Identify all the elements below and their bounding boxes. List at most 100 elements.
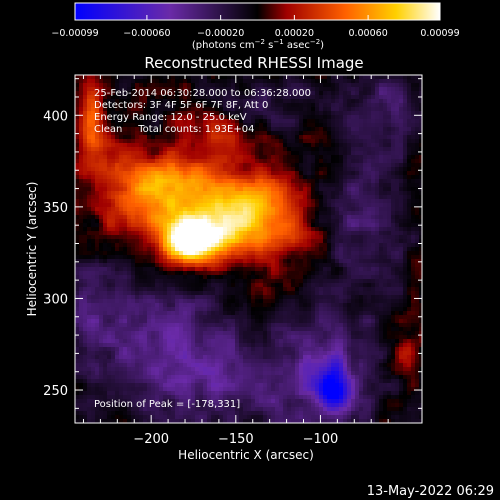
image-pixel	[267, 279, 272, 284]
image-pixel	[175, 223, 180, 228]
image-pixel	[271, 291, 276, 296]
image-pixel	[219, 139, 224, 144]
image-pixel	[143, 295, 148, 300]
image-pixel	[355, 75, 360, 80]
image-pixel	[359, 251, 364, 256]
image-pixel	[191, 219, 196, 224]
image-pixel	[131, 87, 136, 92]
image-pixel	[415, 91, 420, 96]
image-pixel	[183, 195, 188, 200]
image-pixel	[203, 243, 208, 248]
image-pixel	[99, 187, 104, 192]
image-pixel	[187, 263, 192, 268]
image-pixel	[131, 159, 136, 164]
image-pixel	[99, 103, 104, 108]
image-pixel	[267, 215, 272, 220]
image-pixel	[95, 231, 100, 236]
image-pixel	[103, 231, 108, 236]
image-pixel	[175, 195, 180, 200]
image-pixel	[259, 231, 264, 236]
image-pixel	[375, 95, 380, 100]
image-pixel	[123, 251, 128, 256]
image-pixel	[99, 91, 104, 96]
image-pixel	[175, 119, 180, 124]
image-pixel	[391, 195, 396, 200]
image-pixel	[335, 167, 340, 172]
image-pixel	[243, 95, 248, 100]
image-pixel	[311, 167, 316, 172]
image-pixel	[407, 259, 412, 264]
image-pixel	[327, 263, 332, 268]
image-pixel	[203, 191, 208, 196]
image-pixel	[119, 267, 124, 272]
image-pixel	[75, 147, 80, 152]
image-pixel	[283, 251, 288, 256]
image-pixel	[179, 75, 184, 80]
image-pixel	[315, 135, 320, 140]
image-pixel	[139, 79, 144, 84]
image-pixel	[215, 267, 220, 272]
image-pixel	[147, 119, 152, 124]
image-pixel	[283, 127, 288, 132]
image-pixel	[187, 91, 192, 96]
image-pixel	[387, 251, 392, 256]
image-pixel	[343, 171, 348, 176]
image-pixel	[195, 299, 200, 304]
image-pixel	[275, 247, 280, 252]
image-pixel	[291, 179, 296, 184]
image-pixel	[359, 239, 364, 244]
image-pixel	[271, 175, 276, 180]
image-pixel	[171, 147, 176, 152]
image-pixel	[327, 207, 332, 212]
image-pixel	[151, 299, 156, 304]
image-pixel	[215, 123, 220, 128]
image-pixel	[351, 247, 356, 252]
image-pixel	[291, 99, 296, 104]
image-pixel	[199, 207, 204, 212]
image-pixel	[331, 199, 336, 204]
image-pixel	[391, 179, 396, 184]
image-pixel	[315, 111, 320, 116]
image-pixel	[107, 183, 112, 188]
image-pixel	[391, 75, 396, 80]
image-pixel	[319, 191, 324, 196]
image-pixel	[319, 163, 324, 168]
image-pixel	[211, 127, 216, 132]
image-pixel	[107, 251, 112, 256]
image-pixel	[207, 195, 212, 200]
image-pixel	[415, 255, 420, 260]
image-pixel	[115, 283, 120, 288]
image-pixel	[371, 131, 376, 136]
image-pixel	[259, 207, 264, 212]
image-pixel	[103, 167, 108, 172]
image-pixel	[251, 247, 256, 252]
image-pixel	[351, 151, 356, 156]
image-pixel	[259, 295, 264, 300]
image-pixel	[211, 223, 216, 228]
image-pixel	[191, 283, 196, 288]
image-pixel	[295, 151, 300, 156]
image-pixel	[307, 127, 312, 132]
image-pixel	[299, 139, 304, 144]
image-pixel	[231, 143, 236, 148]
image-pixel	[371, 103, 376, 108]
image-pixel	[307, 263, 312, 268]
image-pixel	[263, 159, 268, 164]
image-pixel	[307, 199, 312, 204]
image-pixel	[75, 259, 80, 264]
image-pixel	[359, 243, 364, 248]
image-pixel	[263, 255, 268, 260]
image-pixel	[235, 159, 240, 164]
image-pixel	[411, 243, 416, 248]
image-pixel	[383, 295, 388, 300]
image-pixel	[299, 75, 304, 80]
image-pixel	[239, 139, 244, 144]
image-pixel	[399, 271, 404, 276]
image-pixel	[95, 91, 100, 96]
image-pixel	[227, 107, 232, 112]
image-pixel	[127, 107, 132, 112]
image-pixel	[187, 131, 192, 136]
image-pixel	[363, 203, 368, 208]
image-pixel	[279, 215, 284, 220]
image-pixel	[331, 75, 336, 80]
